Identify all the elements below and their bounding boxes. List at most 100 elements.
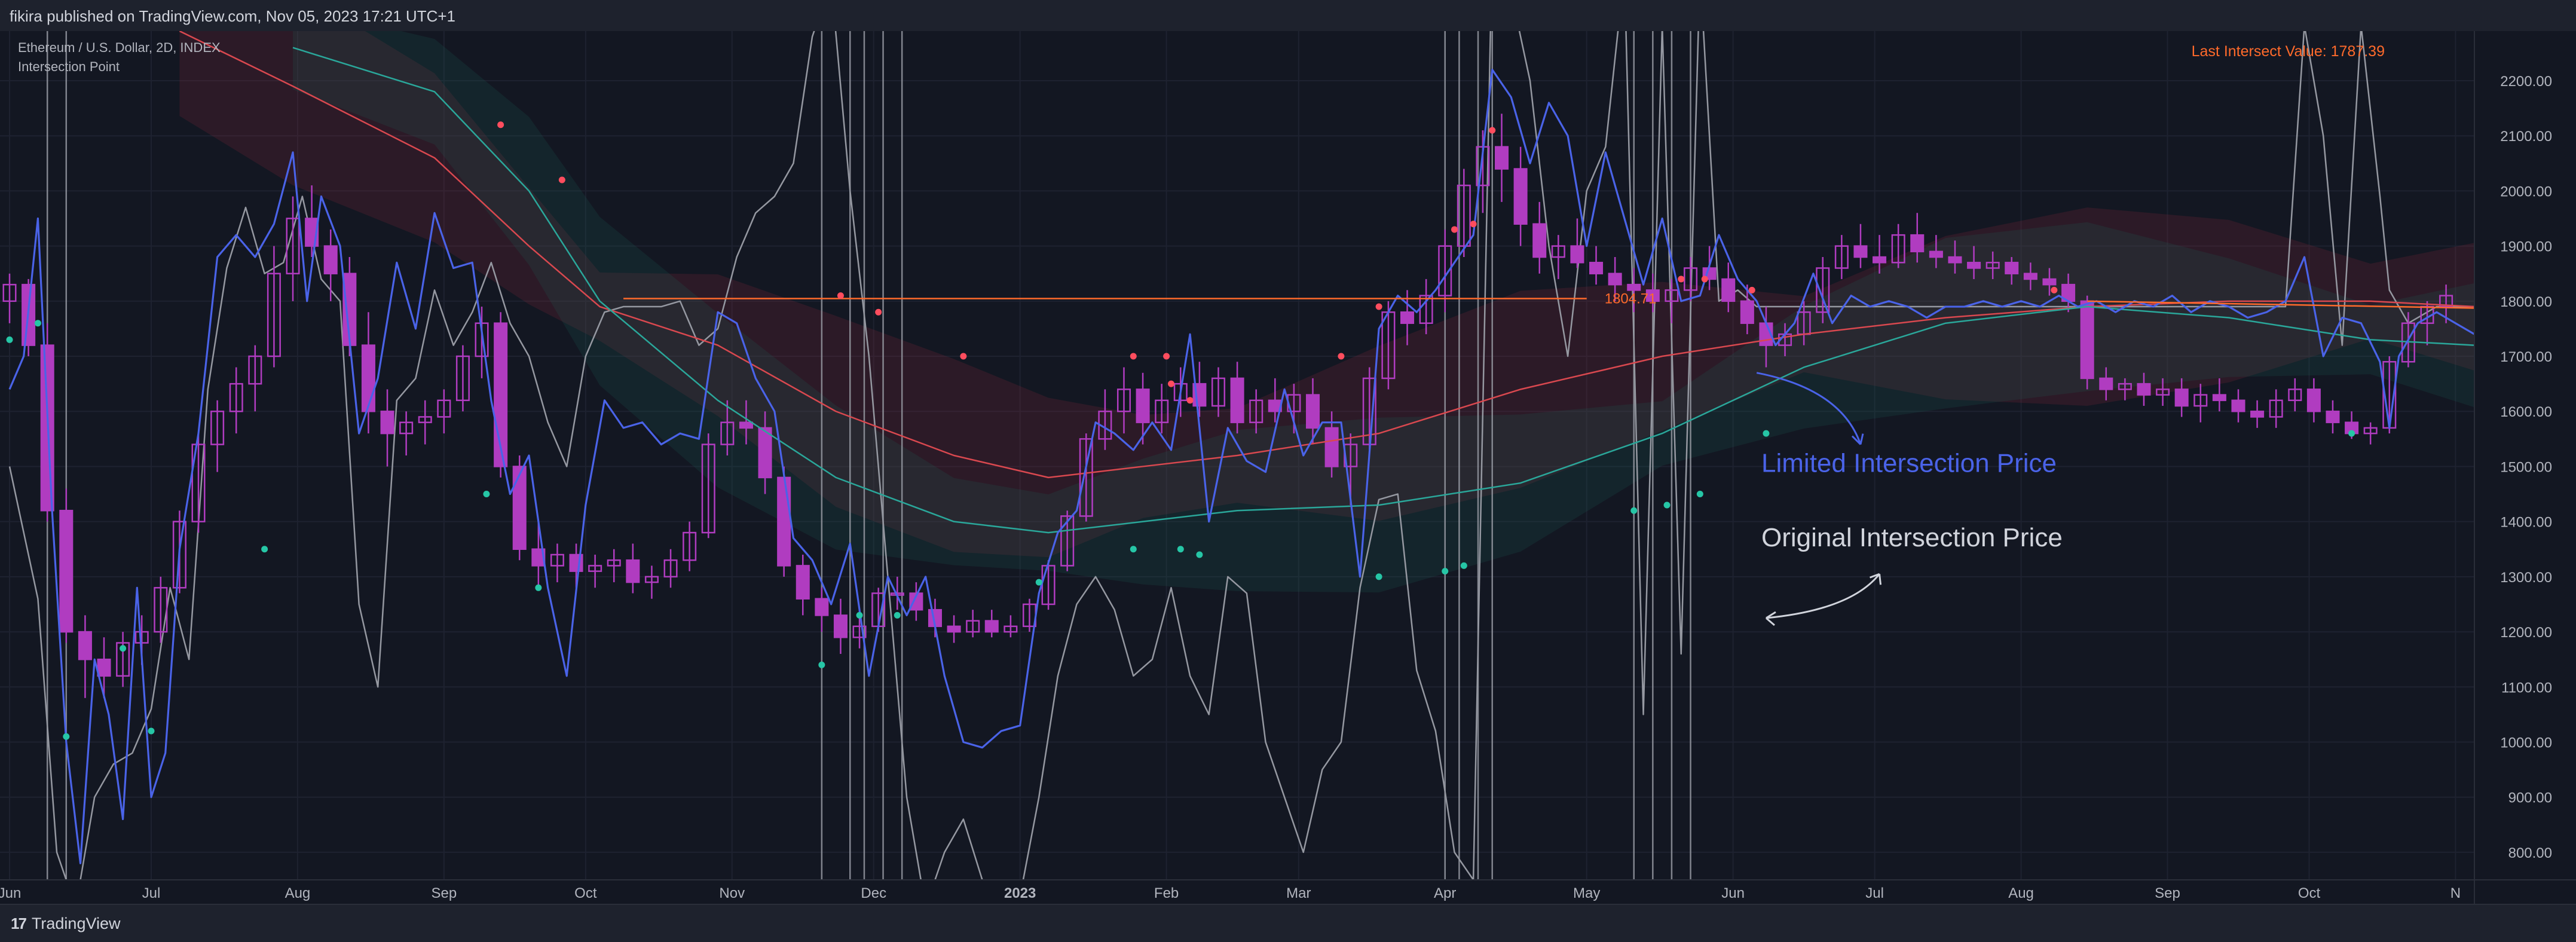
candle-body: [286, 218, 300, 274]
green-dot: [1460, 562, 1467, 569]
chart-area[interactable]: 1804.71 Last Intersect Value: 1787.39 Limi…: [0, 31, 2576, 904]
price-axis-label: 800.00: [2508, 845, 2552, 861]
price-axis-label: 900.00: [2508, 790, 2552, 806]
candle-body: [267, 273, 281, 357]
candle-body: [2363, 427, 2378, 435]
limited-arrow-head: [1851, 433, 1864, 445]
price-axis-label: 1000.00: [2500, 735, 2552, 751]
green-dot: [1196, 551, 1203, 558]
candle-body: [1079, 438, 1093, 517]
last-intersect-value: Last Intersect Value: 1787.39: [2192, 43, 2385, 60]
candle-body: [1948, 256, 1962, 264]
time-axis-label: Sep: [2155, 885, 2180, 901]
price-chart[interactable]: 1804.71 Last Intersect Value: 1787.39 Limi…: [0, 31, 2576, 904]
red-dot: [1748, 286, 1755, 293]
candle-body: [1929, 250, 1943, 258]
candle-body: [2212, 394, 2226, 402]
green-dot: [1177, 546, 1184, 553]
candle-body: [1985, 262, 2000, 269]
candle-body: [323, 245, 338, 274]
green-dot: [6, 336, 13, 343]
candle-body: [2080, 300, 2094, 380]
candle-body: [1400, 311, 1415, 324]
candle-body: [116, 642, 130, 677]
red-dot: [1186, 397, 1194, 404]
red-dot: [1375, 303, 1382, 310]
candle-body: [1004, 625, 1018, 633]
price-axis-label: 1400.00: [2500, 515, 2552, 531]
price-axis-label: 2100.00: [2500, 129, 2552, 145]
candle-body: [720, 421, 735, 445]
price-axis-label: 1500.00: [2500, 459, 2552, 475]
candle-body: [815, 598, 829, 616]
candle-body: [796, 565, 810, 600]
green-dot: [818, 661, 825, 668]
price-axis-label: 1600.00: [2500, 404, 2552, 420]
candle-body: [134, 631, 149, 644]
time-axis-label: Sep: [431, 885, 457, 901]
limited-intersection-annotation: Limited Intersection Price: [1761, 449, 2057, 478]
candle-body: [1324, 427, 1339, 467]
candle-body: [2, 283, 17, 302]
last-intersect-line: [2087, 300, 2474, 309]
price-axis-label: 1200.00: [2500, 625, 2552, 641]
candle-body: [683, 531, 697, 561]
candle-body: [1457, 184, 1471, 247]
candle-body: [1116, 389, 1131, 412]
time-axis-label: Feb: [1154, 885, 1179, 901]
red-dot: [497, 121, 504, 129]
candle-body: [1249, 399, 1263, 423]
red-dot: [960, 353, 967, 360]
candle-body: [172, 521, 186, 589]
time-axis-label: Jun: [1721, 885, 1745, 901]
candle-body: [1438, 245, 1452, 296]
green-band: [293, 31, 2474, 593]
candle-body: [739, 421, 753, 429]
red-dot: [1701, 276, 1708, 283]
top-bar: fikira published on TradingView.com, Nov…: [0, 0, 2576, 32]
candle-body: [2326, 410, 2340, 423]
symbol-label: Ethereum / U.S. Dollar, 2D, INDEX: [18, 40, 221, 55]
green-ma-line: [292, 47, 2474, 534]
time-axis-label: Aug: [285, 885, 311, 901]
green-dot: [856, 611, 863, 619]
original-arrow-head-left: [1765, 611, 1776, 626]
time-axis-label: Nov: [719, 885, 745, 901]
candle-body: [2023, 273, 2037, 280]
candle-body: [2250, 410, 2265, 418]
red-dot: [1167, 380, 1174, 387]
candle-body: [512, 466, 527, 550]
candle-body: [550, 553, 564, 567]
green-dot: [63, 733, 70, 740]
candle-body: [1853, 245, 1868, 258]
candle-body: [1665, 289, 1679, 302]
original-intersection-line: [8, 31, 2474, 880]
candle-body: [1684, 267, 1698, 291]
candle-body: [607, 559, 621, 567]
price-axis-label: 1100.00: [2501, 680, 2552, 696]
price-axis-label: 1900.00: [2500, 239, 2552, 255]
candle-body: [2193, 394, 2208, 407]
candle-body: [59, 509, 74, 633]
candle-body: [2174, 389, 2189, 407]
candle-body: [1589, 262, 1604, 274]
red-dot: [1451, 226, 1458, 233]
tradingview-logo[interactable]: 17 TradingView: [11, 913, 121, 934]
green-dot: [2348, 430, 2355, 437]
chart-legend: Ethereum / U.S. Dollar, 2D, INDEX Inters…: [18, 38, 221, 77]
green-dot: [894, 611, 901, 619]
candle-body: [229, 383, 243, 412]
candle-body: [2269, 399, 2283, 418]
candle-body: [78, 631, 92, 660]
candle-body: [2042, 278, 2057, 286]
candle-body: [1873, 256, 1887, 264]
red-dot: [1678, 276, 1685, 283]
candle-body: [1816, 267, 1830, 313]
green-dot: [1630, 507, 1638, 514]
candle-body: [984, 620, 999, 633]
candle-body: [1532, 223, 1547, 258]
price-axis-label: 2000.00: [2500, 183, 2552, 200]
time-axis-label: Aug: [2008, 885, 2034, 901]
candle-body: [531, 548, 546, 567]
brand-name: TradingView: [31, 914, 121, 932]
